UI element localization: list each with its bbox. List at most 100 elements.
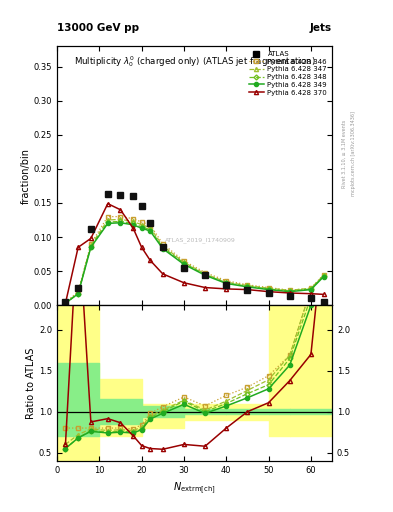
Pythia 6.428 348	[131, 220, 136, 226]
Text: ATLAS_2019_I1740909: ATLAS_2019_I1740909	[165, 238, 235, 243]
Pythia 6.428 349	[160, 246, 165, 252]
Pythia 6.428 370	[266, 289, 271, 295]
Pythia 6.428 347	[182, 259, 186, 265]
Pythia 6.428 348	[309, 286, 313, 292]
Pythia 6.428 346	[76, 289, 81, 295]
Pythia 6.428 370	[118, 207, 123, 213]
Pythia 6.428 348	[224, 280, 229, 286]
Pythia 6.428 370	[321, 291, 326, 297]
Pythia 6.428 347	[148, 224, 152, 230]
Pythia 6.428 346	[321, 271, 326, 278]
Pythia 6.428 370	[88, 236, 93, 242]
Pythia 6.428 347	[309, 285, 313, 291]
Pythia 6.428 370	[224, 286, 229, 292]
Pythia 6.428 348	[148, 226, 152, 232]
Line: Pythia 6.428 346: Pythia 6.428 346	[63, 215, 326, 305]
Pythia 6.428 349	[287, 289, 292, 295]
Pythia 6.428 346	[105, 214, 110, 220]
Pythia 6.428 346	[88, 241, 93, 247]
Pythia 6.428 348	[76, 291, 81, 297]
Pythia 6.428 347	[76, 290, 81, 296]
Pythia 6.428 346	[224, 278, 229, 284]
Pythia 6.428 348	[88, 244, 93, 250]
Pythia 6.428 349	[224, 281, 229, 287]
Pythia 6.428 346	[63, 300, 68, 306]
ATLAS	[321, 299, 326, 305]
Pythia 6.428 346	[182, 258, 186, 264]
Pythia 6.428 347	[203, 271, 208, 277]
Pythia 6.428 370	[76, 244, 81, 250]
Pythia 6.428 349	[148, 228, 152, 234]
ATLAS	[160, 244, 165, 250]
Line: Pythia 6.428 370: Pythia 6.428 370	[63, 202, 326, 305]
Pythia 6.428 348	[139, 224, 144, 230]
Pythia 6.428 370	[287, 290, 292, 296]
ATLAS	[118, 191, 123, 198]
Pythia 6.428 348	[287, 288, 292, 294]
Pythia 6.428 347	[63, 300, 68, 306]
Pythia 6.428 349	[76, 291, 81, 297]
ATLAS	[266, 290, 271, 296]
Y-axis label: fraction/bin: fraction/bin	[21, 147, 31, 204]
Pythia 6.428 346	[309, 285, 313, 291]
X-axis label: $N_{\mathrm{extrm[ch]}}$: $N_{\mathrm{extrm[ch]}}$	[173, 480, 216, 496]
Line: Pythia 6.428 348: Pythia 6.428 348	[64, 220, 325, 305]
Line: Pythia 6.428 347: Pythia 6.428 347	[63, 217, 326, 305]
Pythia 6.428 346	[148, 222, 152, 228]
ATLAS	[287, 293, 292, 300]
ATLAS	[131, 193, 136, 199]
Pythia 6.428 347	[131, 218, 136, 224]
Pythia 6.428 348	[63, 300, 68, 306]
Pythia 6.428 347	[321, 272, 326, 279]
Pythia 6.428 349	[309, 287, 313, 293]
Pythia 6.428 370	[245, 287, 250, 293]
Pythia 6.428 348	[160, 244, 165, 250]
Text: mcplots.cern.ch [arXiv:1306.3436]: mcplots.cern.ch [arXiv:1306.3436]	[351, 111, 356, 196]
Pythia 6.428 346	[245, 282, 250, 288]
Pythia 6.428 346	[203, 269, 208, 275]
ATLAS	[88, 226, 93, 232]
Pythia 6.428 370	[309, 291, 313, 297]
Y-axis label: Ratio to ATLAS: Ratio to ATLAS	[26, 347, 36, 419]
Pythia 6.428 347	[224, 279, 229, 285]
Pythia 6.428 349	[245, 284, 250, 290]
Pythia 6.428 347	[139, 222, 144, 228]
Line: ATLAS: ATLAS	[62, 191, 327, 305]
ATLAS	[63, 299, 68, 305]
ATLAS	[148, 220, 152, 226]
Pythia 6.428 348	[105, 219, 110, 225]
Pythia 6.428 346	[118, 214, 123, 220]
ATLAS	[105, 191, 110, 197]
ATLAS	[224, 282, 229, 288]
Pythia 6.428 346	[160, 241, 165, 247]
Pythia 6.428 347	[160, 243, 165, 249]
Pythia 6.428 347	[245, 283, 250, 289]
ATLAS	[76, 285, 81, 291]
Pythia 6.428 346	[287, 287, 292, 293]
Pythia 6.428 347	[118, 216, 123, 222]
Text: Multiplicity $\lambda_0^0$ (charged only) (ATLAS jet fragmentation): Multiplicity $\lambda_0^0$ (charged only…	[74, 54, 315, 69]
ATLAS	[182, 265, 186, 271]
Pythia 6.428 348	[321, 273, 326, 279]
Pythia 6.428 348	[118, 218, 123, 224]
Text: Rivet 3.1.10, ≥ 3.1M events: Rivet 3.1.10, ≥ 3.1M events	[342, 119, 347, 188]
Pythia 6.428 349	[321, 273, 326, 280]
Pythia 6.428 348	[245, 283, 250, 289]
Pythia 6.428 349	[88, 244, 93, 250]
Pythia 6.428 370	[148, 257, 152, 263]
Pythia 6.428 346	[139, 219, 144, 225]
Text: Jets: Jets	[310, 23, 332, 33]
Pythia 6.428 347	[105, 217, 110, 223]
Pythia 6.428 348	[182, 260, 186, 266]
ATLAS	[309, 295, 313, 302]
Pythia 6.428 348	[203, 271, 208, 278]
Pythia 6.428 346	[131, 216, 136, 222]
Pythia 6.428 349	[63, 300, 68, 306]
Pythia 6.428 347	[88, 242, 93, 248]
Pythia 6.428 349	[203, 272, 208, 279]
ATLAS	[203, 271, 208, 278]
Pythia 6.428 370	[160, 271, 165, 277]
Pythia 6.428 370	[182, 280, 186, 286]
Pythia 6.428 370	[139, 244, 144, 250]
Pythia 6.428 370	[131, 225, 136, 231]
